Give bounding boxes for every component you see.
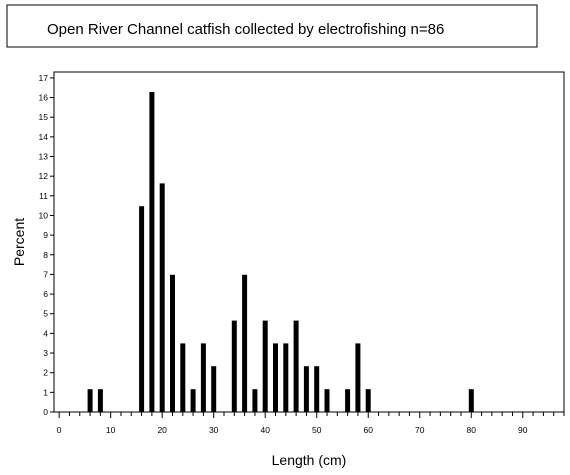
y-tick-label-17: 17 (39, 73, 49, 83)
bar-26 (190, 389, 196, 412)
y-tick-label-11: 11 (39, 191, 48, 201)
x-tick-label-80: 80 (467, 425, 477, 435)
bar-22 (170, 274, 175, 412)
y-tick-label-7: 7 (43, 269, 48, 279)
y-tick-label-6: 6 (43, 289, 48, 299)
x-tick-label-60: 60 (364, 425, 374, 435)
bar-36 (242, 274, 248, 412)
bar-40 (262, 320, 268, 412)
y-tick-label-10: 10 (39, 210, 49, 220)
x-axis: 0 10 20 30 40 50 60 70 80 90 (57, 412, 565, 435)
x-tick-label-40: 40 (260, 425, 270, 435)
y-tick-label-2: 2 (43, 368, 48, 378)
bar-16 (139, 206, 145, 412)
bar-46 (293, 320, 299, 412)
bar-18 (149, 92, 155, 412)
bar-6 (87, 389, 93, 412)
y-tick-label-8: 8 (43, 250, 48, 260)
y-tick-label-12: 12 (39, 171, 49, 181)
plot-frame (53, 71, 565, 413)
bar-34 (231, 320, 237, 412)
x-tick-label-50: 50 (312, 425, 322, 435)
y-axis-label: Percent (11, 218, 27, 266)
y-tick-label-16: 16 (39, 93, 49, 103)
bar-20 (159, 183, 165, 412)
bar-8 (97, 389, 103, 412)
y-tick-label-1: 1 (43, 387, 48, 397)
x-tick-label-30: 30 (209, 425, 219, 435)
y-tick-label-14: 14 (39, 132, 49, 142)
bar-28 (200, 343, 206, 412)
bar-30 (211, 366, 217, 412)
chart-title: Open River Channel catfish collected by … (47, 21, 444, 38)
bar-80 (468, 389, 474, 412)
x-tick-label-90: 90 (518, 425, 528, 435)
y-tick-label-3: 3 (43, 348, 48, 358)
x-tick-label-10: 10 (106, 425, 116, 435)
bar-56 (345, 389, 351, 412)
x-tick-label-70: 70 (415, 425, 425, 435)
x-tick-label-20: 20 (157, 425, 167, 435)
bar-24 (180, 343, 186, 412)
x-tick-label-0: 0 (57, 425, 62, 435)
bar-58 (355, 343, 361, 412)
bars-group (87, 92, 474, 412)
bar-50 (314, 366, 320, 412)
bar-44 (283, 343, 289, 412)
y-tick-label-4: 4 (43, 328, 48, 338)
y-tick-label-0: 0 (43, 407, 48, 417)
x-axis-label: Length (cm) (272, 452, 347, 468)
y-tick-label-5: 5 (43, 309, 48, 319)
bar-38 (252, 389, 258, 412)
title-box (6, 4, 538, 48)
bar-52 (324, 389, 330, 412)
y-tick-label-9: 9 (43, 230, 48, 240)
y-tick-label-15: 15 (39, 112, 49, 122)
bar-48 (303, 366, 309, 412)
bar-60 (365, 389, 371, 412)
y-tick-label-13: 13 (39, 152, 49, 162)
bar-42 (273, 343, 278, 412)
